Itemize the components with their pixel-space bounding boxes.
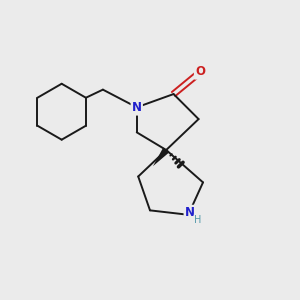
Text: N: N xyxy=(185,206,195,219)
Text: O: O xyxy=(195,65,205,79)
Polygon shape xyxy=(153,148,169,166)
Text: N: N xyxy=(132,101,142,114)
Text: H: H xyxy=(194,215,201,225)
